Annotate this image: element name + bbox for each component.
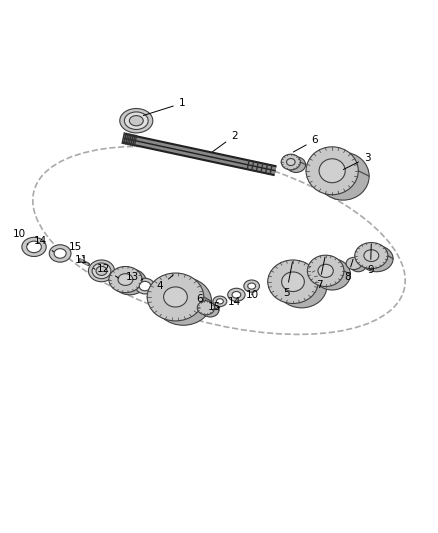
Ellipse shape [27, 241, 41, 253]
Ellipse shape [314, 259, 350, 290]
Ellipse shape [232, 292, 241, 298]
Ellipse shape [307, 255, 344, 287]
Ellipse shape [319, 159, 345, 183]
Ellipse shape [201, 303, 219, 317]
Text: 10: 10 [13, 229, 28, 245]
Ellipse shape [124, 112, 148, 130]
Text: 5: 5 [283, 262, 293, 297]
Text: 9: 9 [367, 245, 374, 275]
Text: 6: 6 [196, 294, 206, 304]
Ellipse shape [139, 281, 151, 291]
Text: 14: 14 [34, 236, 53, 252]
Ellipse shape [244, 280, 259, 292]
Ellipse shape [286, 158, 295, 166]
Ellipse shape [92, 263, 111, 279]
Ellipse shape [213, 296, 227, 306]
Text: 1: 1 [143, 98, 185, 116]
Ellipse shape [306, 147, 358, 195]
Ellipse shape [113, 269, 146, 295]
Ellipse shape [135, 278, 155, 294]
Ellipse shape [109, 266, 142, 293]
Text: 7: 7 [316, 257, 325, 290]
Text: 15: 15 [208, 302, 221, 312]
Text: 4: 4 [157, 275, 173, 291]
Ellipse shape [276, 264, 327, 308]
Text: 10: 10 [246, 290, 259, 300]
Ellipse shape [120, 109, 153, 133]
Text: 8: 8 [344, 259, 353, 282]
Ellipse shape [216, 298, 223, 304]
Ellipse shape [346, 257, 362, 270]
Ellipse shape [129, 116, 143, 126]
Ellipse shape [147, 273, 204, 321]
Ellipse shape [155, 277, 212, 325]
Text: 2: 2 [212, 131, 237, 152]
Ellipse shape [96, 266, 107, 276]
Text: 6: 6 [293, 135, 318, 152]
Text: 3: 3 [343, 152, 370, 169]
Text: 11: 11 [75, 255, 95, 269]
Ellipse shape [282, 272, 304, 292]
Ellipse shape [164, 287, 187, 307]
Text: 13: 13 [125, 272, 143, 282]
Ellipse shape [88, 260, 115, 282]
Ellipse shape [355, 243, 388, 269]
Text: 14: 14 [228, 297, 241, 307]
Ellipse shape [317, 152, 369, 200]
Ellipse shape [228, 288, 245, 301]
Ellipse shape [350, 260, 366, 272]
Ellipse shape [364, 250, 379, 262]
Ellipse shape [281, 154, 300, 170]
Ellipse shape [318, 264, 333, 278]
Ellipse shape [268, 260, 318, 303]
Text: 15: 15 [69, 242, 84, 258]
Ellipse shape [286, 157, 306, 173]
Ellipse shape [197, 301, 215, 315]
Ellipse shape [118, 273, 133, 286]
Ellipse shape [54, 249, 66, 258]
Text: 12: 12 [97, 264, 119, 278]
Ellipse shape [22, 237, 46, 256]
Ellipse shape [49, 245, 71, 262]
Ellipse shape [248, 283, 255, 289]
Ellipse shape [360, 246, 393, 272]
